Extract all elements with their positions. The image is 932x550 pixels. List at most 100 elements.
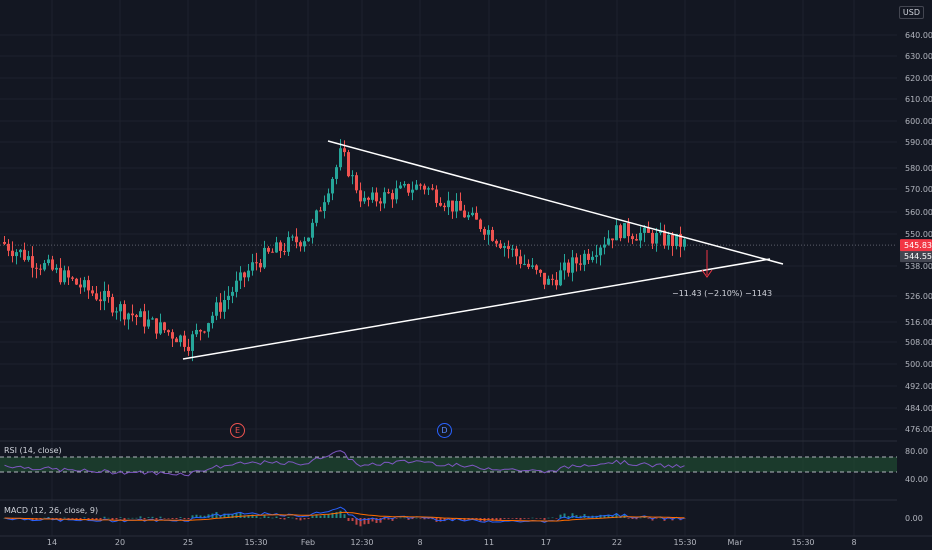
candle (179, 335, 182, 343)
measure-tool[interactable] (701, 250, 713, 278)
candle (379, 201, 382, 204)
candle (243, 272, 246, 278)
dividend-event-icon[interactable]: D (437, 423, 452, 438)
macd-histogram-bar (139, 516, 142, 518)
price-tick-label: 620.00 (905, 74, 932, 83)
candle (587, 253, 590, 260)
rsi-band (0, 456, 897, 473)
macd-histogram-bar (543, 518, 546, 520)
rsi-axis-label: 40.00 (905, 475, 928, 484)
candle (471, 212, 474, 216)
macd-histogram-bar (631, 518, 634, 519)
candle (527, 263, 530, 267)
candle (231, 291, 234, 296)
rsi-label[interactable]: RSI (14, close) (4, 446, 62, 455)
macd-histogram-bar (127, 517, 130, 519)
time-axis[interactable]: 14 20 25 15:30 Feb 12:30 8 11 17 22 15:30 Mar 15:30 8 (0, 535, 932, 547)
macd-histogram-bar (495, 518, 498, 521)
candle (495, 240, 498, 244)
candle (423, 185, 426, 190)
macd-histogram-bar (411, 518, 414, 520)
candle (91, 290, 94, 294)
macd-histogram-bar (519, 518, 522, 520)
candle (427, 188, 430, 190)
candle (107, 290, 110, 298)
candle (279, 242, 282, 251)
macd-histogram-bar (655, 518, 658, 519)
currency-badge[interactable]: USD (898, 6, 924, 19)
macd-histogram-bar (331, 512, 334, 518)
macd-histogram-bar (179, 517, 182, 518)
rsi-zone (0, 457, 897, 472)
earnings-event-icon[interactable]: E (230, 423, 245, 438)
candle (619, 225, 622, 239)
candle (275, 242, 278, 253)
macd-histogram-bar (267, 516, 270, 518)
macd-histogram-bar (55, 518, 58, 519)
price-tick-label: 484.00 (905, 404, 932, 413)
price-tick-label: 640.00 (905, 31, 932, 40)
macd-histogram-bar (295, 518, 298, 520)
macd-histogram-bar (307, 518, 310, 519)
macd-histogram-bar (279, 518, 282, 520)
price-tick-label: 560.00 (905, 208, 932, 217)
candle (647, 227, 650, 233)
candle (679, 233, 682, 247)
trendlines[interactable] (182, 140, 784, 360)
candle (411, 189, 414, 193)
candle (435, 189, 438, 203)
macd-histogram-bar (355, 518, 358, 525)
macd-histogram-bar (187, 518, 190, 520)
candle (219, 302, 222, 312)
candle (211, 315, 214, 324)
candle (347, 152, 350, 177)
macd-histogram-bar (91, 518, 94, 520)
candle (87, 280, 90, 291)
candle (175, 338, 178, 343)
macd-label[interactable]: MACD (12, 26, close, 9) (4, 506, 99, 515)
macd-histogram-bar (215, 512, 218, 518)
candles (3, 139, 686, 362)
macd-histogram-bar (239, 512, 242, 518)
macd-histogram-bar (611, 515, 614, 518)
macd-histogram-bar (251, 514, 254, 518)
macd-histogram-bar (615, 513, 618, 518)
candle (335, 167, 338, 179)
macd-histogram-bar (235, 513, 238, 518)
time-tick-label: 15:30 (791, 538, 814, 547)
macd-histogram-bar (619, 517, 622, 518)
macd-histogram-bar (383, 518, 386, 520)
candle (55, 267, 58, 270)
time-tick-label: Feb (301, 538, 315, 547)
candle (283, 250, 286, 252)
candle (267, 247, 270, 252)
candle (195, 329, 198, 335)
macd-histogram-bar (327, 514, 330, 518)
candle (255, 262, 258, 264)
candle (323, 202, 326, 211)
macd-histogram-bar (627, 518, 630, 519)
candle (15, 252, 18, 257)
macd-histogram-bar (151, 516, 154, 518)
candle (307, 237, 310, 242)
candle (403, 184, 406, 186)
macd-histogram-bar (439, 518, 442, 522)
price-axis[interactable]: 640.00 630.00 620.00 610.00 600.00 590.00 580.… (900, 31, 932, 523)
macd-histogram-bar (271, 517, 274, 519)
macd-histogram-bar (135, 517, 138, 519)
macd-histogram-bar (275, 516, 278, 518)
candle (555, 279, 558, 286)
macd-histogram-bar (575, 515, 578, 518)
rsi-line (4, 450, 685, 477)
candle (311, 222, 314, 238)
candle (3, 242, 6, 244)
macd-histogram-bar (287, 517, 290, 518)
candle (623, 223, 626, 239)
macd-histogram-bar (403, 517, 406, 519)
candle (223, 299, 226, 312)
candle (599, 247, 602, 256)
time-tick-label: Mar (727, 538, 743, 547)
macd-histogram-bar (463, 518, 466, 521)
candle (535, 265, 538, 270)
